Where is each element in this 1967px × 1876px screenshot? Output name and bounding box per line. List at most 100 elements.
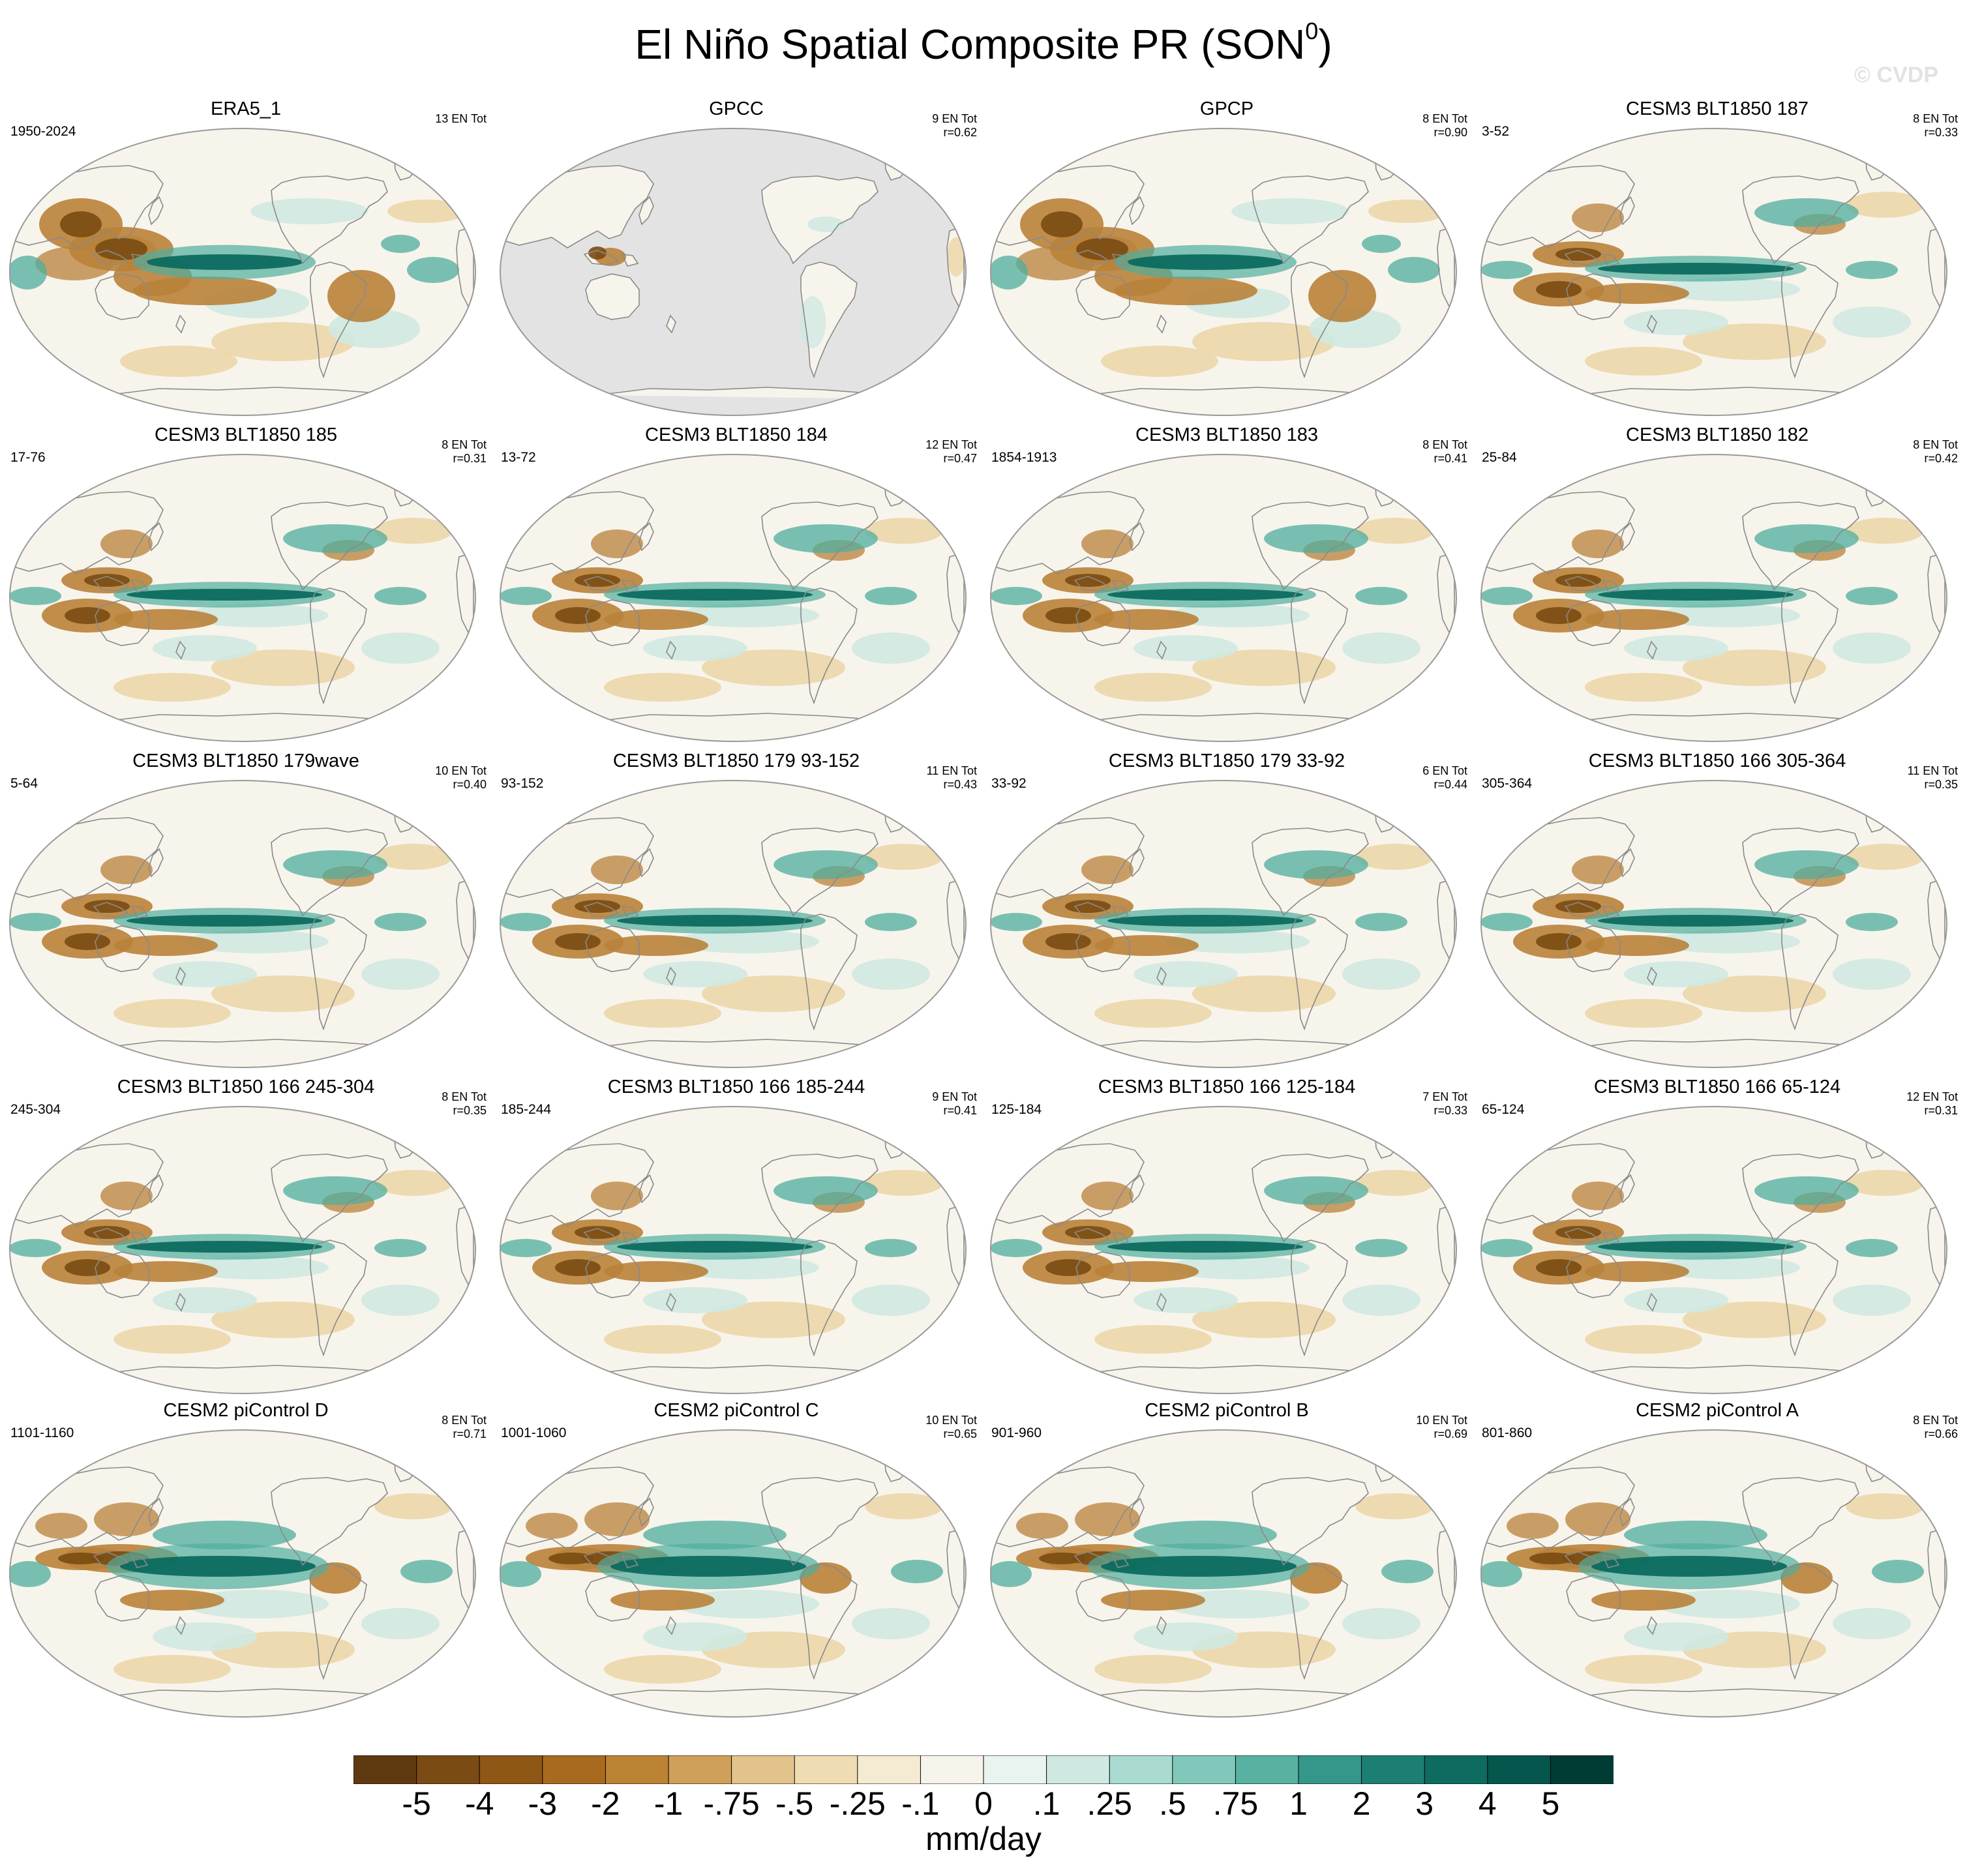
coastline [1291, 1240, 1348, 1357]
panel-years: 185-244 [501, 1102, 552, 1117]
dry-anomaly [1355, 844, 1434, 870]
map-border [990, 1106, 1457, 1394]
coastline [1156, 966, 1167, 986]
wet-anomaly [1598, 1241, 1794, 1253]
colorbar-swatch [920, 1755, 985, 1784]
map-border [1480, 454, 1947, 742]
panel-event-count: 9 EN Tot [932, 1090, 977, 1103]
wet-anomaly [1342, 633, 1420, 664]
panel-stats: 11 EN Tot r=0.35 [1908, 764, 1958, 792]
coastline [1920, 1160, 1947, 1189]
dry-anomaly [1536, 281, 1582, 298]
coastline [1484, 1143, 1635, 1227]
wet-anomaly [865, 587, 917, 605]
dry-anomaly [1094, 673, 1212, 702]
colorbar-tick-label: -4 [464, 1785, 494, 1822]
robinson-map [9, 780, 476, 1068]
coastline [1129, 848, 1145, 878]
panel-title: CESM2 piControl D [163, 1400, 329, 1421]
wet-anomaly [283, 524, 387, 553]
panel-title: CESM3 BLT1850 187 [1626, 98, 1809, 119]
map-border [1480, 1429, 1947, 1718]
coastline [666, 1616, 676, 1635]
coastline [12, 817, 164, 901]
map-border [500, 780, 967, 1068]
panel-title: CESM3 BLT1850 166 185-244 [607, 1077, 865, 1097]
coastline [449, 1160, 475, 1189]
colorbar-swatch [1235, 1755, 1300, 1784]
panel-stats: 9 EN Tot r=0.41 [932, 1090, 977, 1118]
land-area [940, 183, 965, 210]
coastline [638, 196, 654, 226]
coastline [1484, 1467, 1635, 1550]
coastline [1647, 1292, 1657, 1312]
dry-anomaly [1585, 1655, 1702, 1684]
coastline [1647, 314, 1657, 334]
dry-anomaly [1565, 1502, 1630, 1536]
wet-anomaly [1388, 257, 1440, 283]
map-border [500, 128, 967, 416]
colorbar-swatch [479, 1755, 543, 1784]
panel-pattern-correlation: r=0.35 [453, 1104, 487, 1117]
coastline [666, 314, 676, 334]
dry-anomaly [100, 529, 153, 558]
coastline [1602, 580, 1620, 593]
coastline [503, 1143, 654, 1227]
coastline [761, 827, 878, 917]
coastline [638, 848, 654, 878]
coastline [1566, 1575, 1621, 1622]
wet-anomaly [1833, 959, 1911, 990]
robinson-map [1480, 454, 1947, 742]
panel-years: 93-152 [501, 776, 544, 791]
map-border [990, 128, 1457, 416]
coastline [1619, 522, 1635, 552]
dry-anomaly [1081, 1182, 1134, 1210]
wet-anomaly [643, 635, 747, 661]
coastline [1074, 576, 1110, 591]
wet-anomaly [500, 1239, 552, 1257]
panel-stats: 10 EN Tot r=0.65 [925, 1414, 977, 1441]
coastline [175, 1616, 186, 1635]
coastline [1111, 580, 1130, 593]
coastline [1430, 508, 1456, 537]
map-panel: CESM3 BLT1850 166 245-304 245-304 8 EN Tot… [0, 1075, 492, 1401]
dry-anomaly [113, 999, 231, 1028]
wet-anomaly [676, 604, 819, 627]
panel-pattern-correlation: r=0.90 [1434, 126, 1467, 139]
robinson-map [9, 454, 476, 742]
coastline [621, 254, 639, 267]
dry-anomaly [60, 211, 102, 237]
wet-anomaly [1598, 589, 1794, 601]
coastline [993, 491, 1145, 574]
wet-anomaly [1624, 635, 1728, 661]
panel-stats: 9 EN Tot r=0.62 [932, 112, 977, 140]
wet-anomaly [1362, 235, 1401, 253]
map-panel: CESM3 BLT1850 184 13-72 12 EN Tot r=0.47 [490, 423, 982, 749]
panel-stats: 8 EN Tot r=0.35 [442, 1090, 487, 1118]
coastline [1602, 254, 1620, 267]
coastline [175, 314, 186, 334]
coastline [1566, 273, 1621, 320]
map-panel: ERA5_1 1950-2024 13 EN Tot [0, 97, 492, 423]
map-border [500, 1429, 967, 1718]
dry-anomaly [575, 574, 620, 587]
coastline [1430, 182, 1456, 211]
colorbar-swatch [1298, 1755, 1362, 1784]
panel-title: CESM3 BLT1850 166 125-184 [1098, 1077, 1356, 1097]
wet-anomaly [1107, 589, 1303, 601]
wet-anomaly [374, 913, 427, 931]
coastline [1781, 588, 1839, 705]
wet-anomaly [153, 1287, 257, 1313]
wet-anomaly [990, 256, 1028, 290]
dry-anomaly [604, 1655, 721, 1684]
coastline [93, 250, 129, 265]
panel-pattern-correlation: r=0.62 [943, 126, 977, 139]
coastline [12, 1143, 164, 1227]
panel-stats: 8 EN Tot r=0.42 [1913, 438, 1958, 466]
dry-anomaly [387, 200, 466, 223]
coastline [1564, 576, 1600, 591]
map-border [500, 1106, 967, 1394]
coastline [1291, 588, 1348, 705]
wet-anomaly [127, 915, 322, 927]
colorbar-swatch [542, 1755, 607, 1784]
